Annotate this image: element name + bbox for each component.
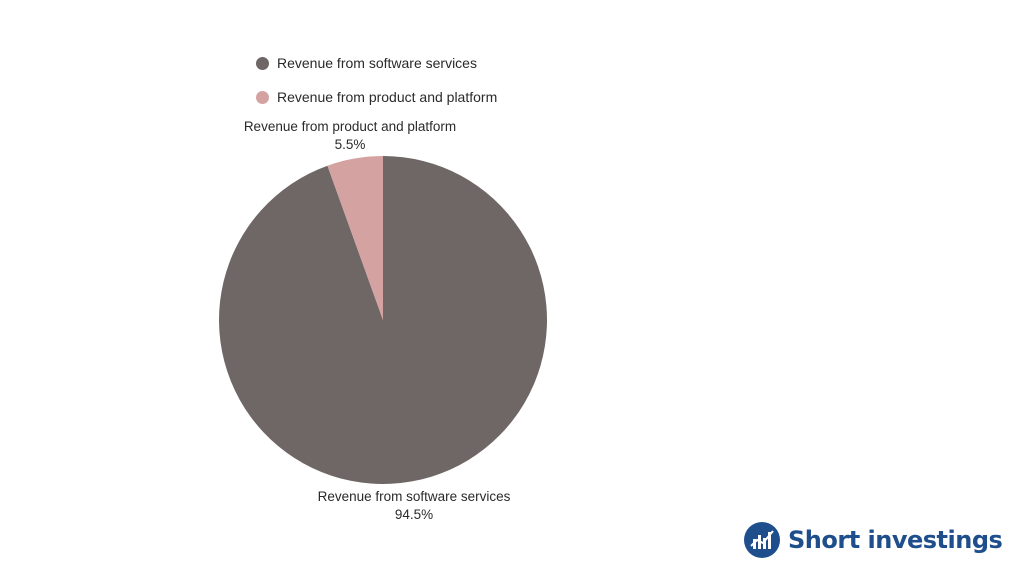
slice-value-software-services: 94.5% bbox=[394, 507, 434, 522]
chart-legend: Revenue from software services Revenue f… bbox=[256, 52, 497, 120]
legend-item-product-platform: Revenue from product and platform bbox=[256, 86, 497, 108]
pie-slice-software-services bbox=[218, 156, 547, 484]
brand-name: Short investings bbox=[788, 526, 1003, 554]
slice-label-software-services: Revenue from software services 94.5% bbox=[318, 488, 511, 524]
legend-label-software-services: Revenue from software services bbox=[277, 55, 477, 71]
legend-swatch-software-services bbox=[256, 56, 269, 70]
brand-logo: Short investings bbox=[744, 522, 1003, 558]
slice-name-product-platform: Revenue from product and platform bbox=[243, 119, 457, 134]
slice-name-software-services: Revenue from software services bbox=[317, 489, 511, 504]
legend-item-software-services: Revenue from software services bbox=[256, 52, 497, 74]
slice-value-product-platform: 5.5% bbox=[334, 137, 366, 152]
chart-trend-logo-icon bbox=[744, 522, 780, 558]
slice-label-product-platform: Revenue from product and platform 5.5% bbox=[244, 118, 456, 154]
legend-label-product-platform: Revenue from product and platform bbox=[277, 89, 498, 105]
pie-slice-product-platform bbox=[327, 156, 383, 320]
legend-swatch-product-platform bbox=[256, 90, 269, 104]
